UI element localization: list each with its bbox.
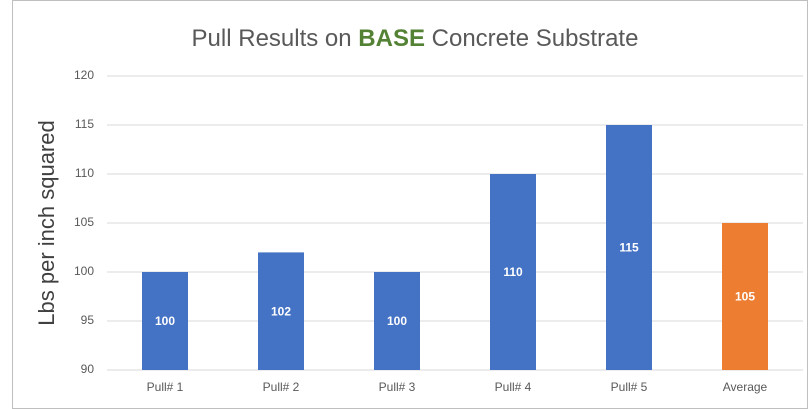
y-tick-label: 120 <box>74 68 94 82</box>
data-label: 115 <box>619 241 639 255</box>
title-highlight: BASE <box>358 25 425 52</box>
x-tick-label: Pull# 5 <box>611 380 648 394</box>
bar <box>722 223 768 370</box>
title-part: Pull Results on <box>192 25 352 52</box>
bar <box>258 252 304 370</box>
x-tick-label: Pull# 2 <box>263 380 300 394</box>
y-tick-label: 95 <box>81 313 95 327</box>
data-label: 105 <box>735 290 755 304</box>
x-tick-label: Average <box>723 380 768 394</box>
y-tick-label: 115 <box>75 117 94 131</box>
y-axis-label: Lbs per inch squared <box>34 120 59 325</box>
chart-title: Pull Results on BASE Concrete Substrate <box>192 25 639 52</box>
data-label: 100 <box>387 314 407 328</box>
y-tick-label: 90 <box>81 362 95 376</box>
data-label: 102 <box>271 304 291 318</box>
x-tick-label: Pull# 3 <box>379 380 416 394</box>
bar <box>606 125 652 370</box>
title-part: Concrete Substrate <box>432 25 639 52</box>
y-tick-label: 110 <box>75 166 94 180</box>
bar <box>490 174 536 370</box>
data-label: 110 <box>503 265 523 279</box>
data-label: 100 <box>155 314 175 328</box>
bar <box>142 272 188 370</box>
x-tick-label: Pull# 1 <box>147 380 184 394</box>
y-tick-label: 105 <box>74 215 94 229</box>
bar <box>374 272 420 370</box>
x-tick-label: Pull# 4 <box>495 380 532 394</box>
y-tick-label: 100 <box>74 264 94 278</box>
